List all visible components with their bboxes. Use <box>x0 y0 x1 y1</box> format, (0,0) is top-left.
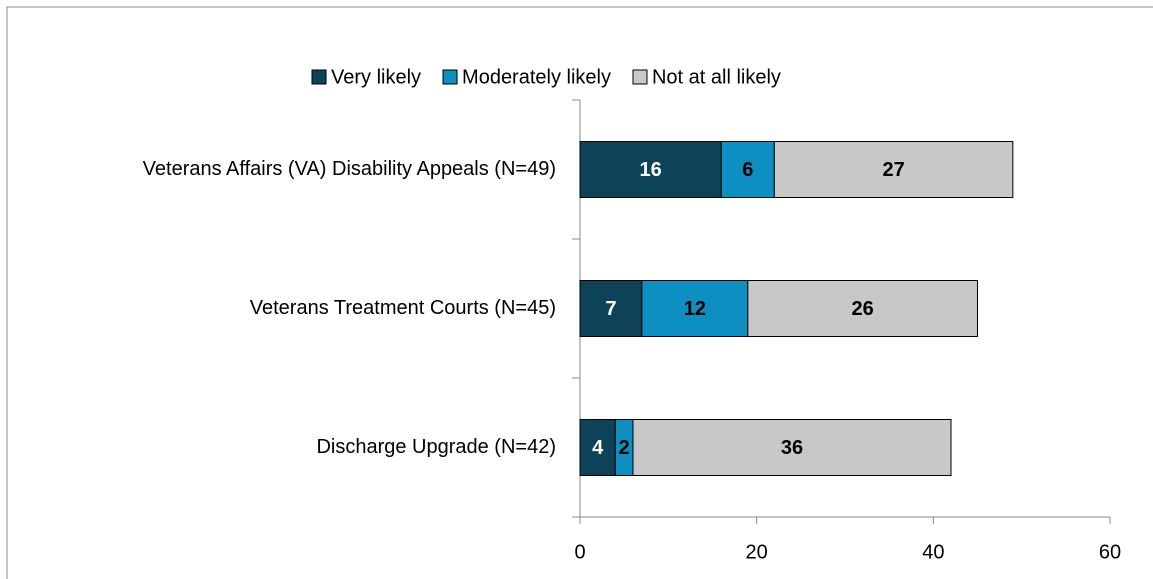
bar-segment <box>632 419 952 476</box>
x-tick-label: 20 <box>746 541 768 563</box>
bar-segment <box>747 280 978 337</box>
bar-segment <box>720 141 775 198</box>
legend-swatch <box>442 69 458 85</box>
data-label: 26 <box>852 298 874 320</box>
data-label: 36 <box>781 437 803 459</box>
data-label: 4 <box>592 437 604 459</box>
legend-swatch <box>632 69 648 85</box>
legend-label: Not at all likely <box>652 66 781 88</box>
data-label: 16 <box>640 159 662 181</box>
bar-segment <box>579 419 616 476</box>
data-label: 2 <box>619 437 630 459</box>
bar-segment <box>579 141 722 198</box>
category-label: Discharge Upgrade (N=42) <box>316 436 556 458</box>
bar-segment <box>641 280 749 337</box>
bar-segment <box>579 280 643 337</box>
legend-label: Moderately likely <box>462 66 611 88</box>
x-tick-label: 60 <box>1099 541 1121 563</box>
x-tick-label: 40 <box>922 541 944 563</box>
data-label: 6 <box>742 159 753 181</box>
category-label: Veterans Treatment Courts (N=45) <box>250 297 556 319</box>
data-label: 12 <box>684 298 706 320</box>
data-label: 27 <box>882 159 904 181</box>
chart-border <box>6 6 1153 579</box>
legend-label: Very likely <box>331 66 421 88</box>
data-label: 7 <box>605 298 616 320</box>
bar-segment <box>773 141 1014 198</box>
x-tick-label: 0 <box>574 541 585 563</box>
category-label: Veterans Affairs (VA) Disability Appeals… <box>143 158 556 180</box>
legend-swatch <box>311 69 327 85</box>
